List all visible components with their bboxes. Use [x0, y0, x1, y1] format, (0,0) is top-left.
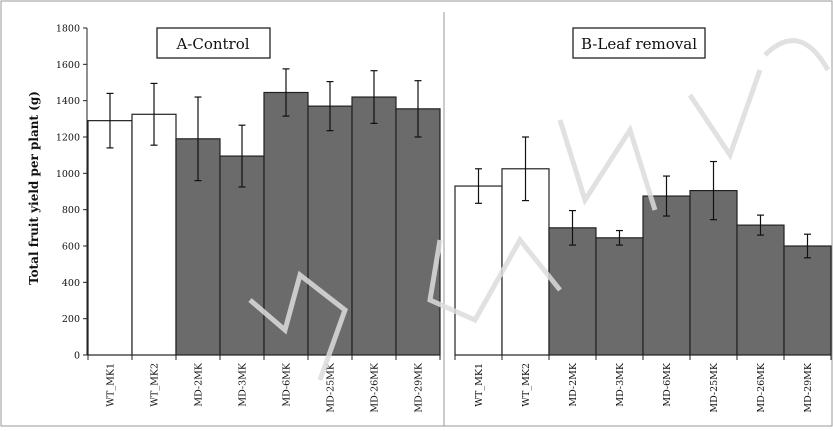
bar-MD-6MK	[263, 91, 309, 356]
bar-WT_MK1	[87, 120, 133, 356]
bar-MD-2MK	[548, 227, 597, 356]
x-tick-label-MD-2MK: MD-2MK	[194, 362, 205, 407]
x-tick-label-WT_MK2: WT_MK2	[521, 363, 532, 407]
x-tick-label-MD-25MK: MD-25MK	[326, 362, 337, 413]
bar-WT_MK1	[454, 185, 503, 356]
bar-MD-6MK	[642, 195, 691, 356]
chart-title-b: B-Leaf removal	[581, 35, 697, 53]
bar-MD-29MK	[395, 108, 441, 356]
bar-MD-25MK	[307, 105, 353, 356]
bar-WT_MK2	[131, 113, 177, 356]
x-tick-label-WT_MK1: WT_MK1	[106, 363, 117, 407]
title-box-a: A-Control	[156, 27, 271, 59]
x-tick-label-MD-29MK: MD-29MK	[803, 362, 814, 413]
x-tick-label-MD-6MK: MD-6MK	[662, 362, 673, 407]
y-tick-label-6: 1200	[56, 133, 80, 144]
bar-MD-26MK	[736, 224, 785, 356]
y-axis-label: Total fruit yield per plant (g)	[27, 91, 41, 285]
y-tick-label-0: 0	[74, 351, 80, 362]
chart-title-a: A-Control	[175, 35, 249, 53]
x-tick-label-MD-26MK: MD-26MK	[756, 362, 767, 413]
title-box-b: B-Leaf removal	[572, 27, 706, 59]
bar-MD-29MK	[783, 245, 832, 356]
y-tick-label-2: 400	[62, 278, 80, 289]
y-tick-label-5: 1000	[56, 169, 80, 180]
y-tick-label-8: 1600	[56, 60, 80, 71]
y-tick-label-1: 200	[62, 314, 80, 325]
x-tick-label-MD-3MK: MD-3MK	[238, 362, 249, 407]
y-tick-label-9: 1800	[56, 24, 80, 35]
bar-MD-26MK	[351, 96, 397, 356]
x-tick-label-MD-29MK: MD-29MK	[414, 362, 425, 413]
title-box-b-frame	[572, 27, 706, 59]
bar-MD-3MK	[595, 237, 644, 356]
y-tick-label-3: 600	[62, 242, 80, 253]
x-tick-label-WT_MK1: WT_MK1	[474, 363, 485, 407]
title-box-a-frame	[156, 27, 271, 59]
x-tick-label-WT_MK2: WT_MK2	[150, 363, 161, 407]
x-tick-label-MD-26MK: MD-26MK	[370, 362, 381, 413]
x-tick-label-MD-25MK: MD-25MK	[709, 362, 720, 413]
x-tick-label-MD-3MK: MD-3MK	[615, 362, 626, 407]
x-tick-label-MD-6MK: MD-6MK	[282, 362, 293, 407]
x-tick-label-MD-2MK: MD-2MK	[568, 362, 579, 407]
y-axis: 0 200 400 600 800 1000 1200 1400 1600 1800	[56, 24, 88, 362]
y-tick-label-7: 1400	[56, 96, 80, 107]
y-tick-label-4: 800	[62, 205, 80, 216]
